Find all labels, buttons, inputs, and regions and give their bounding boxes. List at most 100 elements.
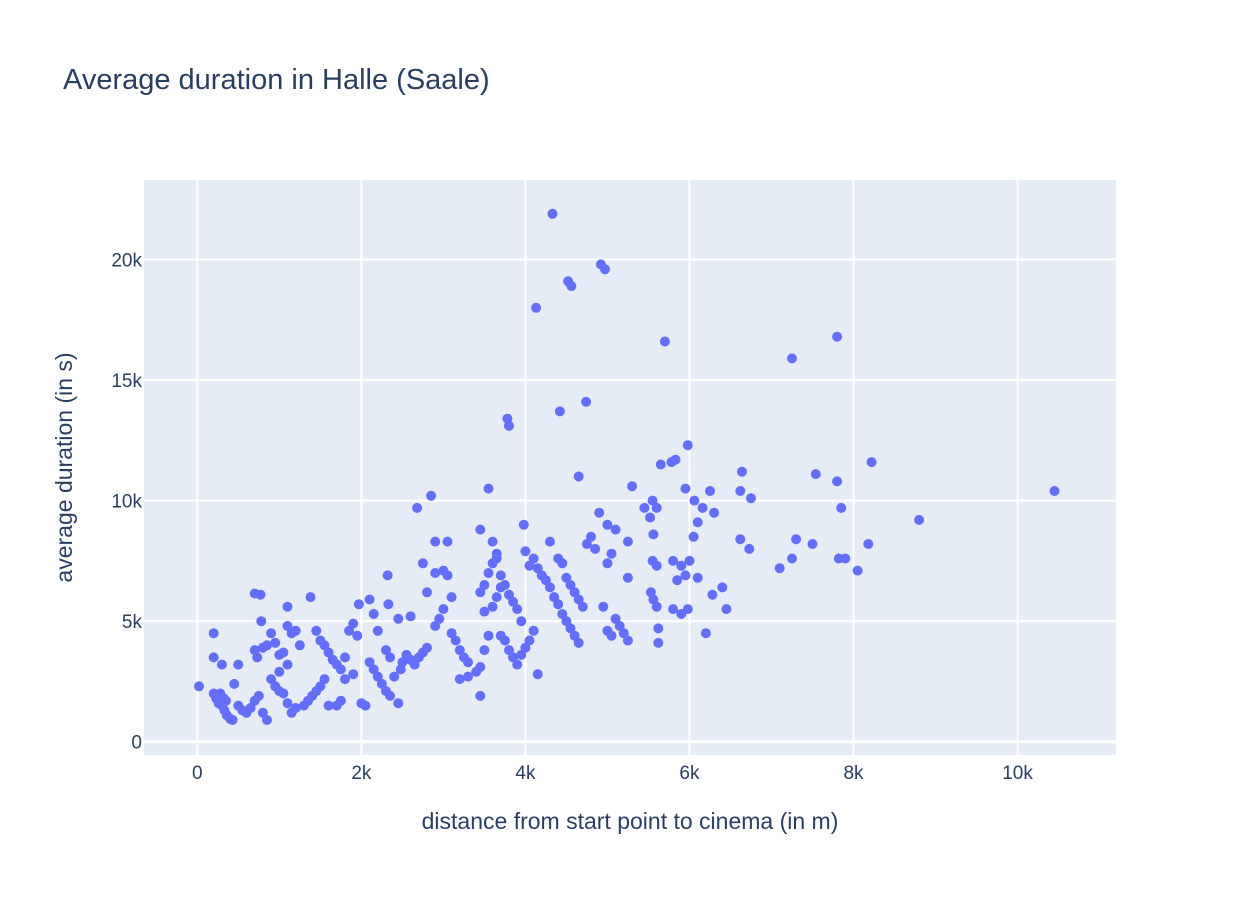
data-point bbox=[450, 635, 461, 646]
data-point bbox=[648, 529, 659, 540]
data-point bbox=[700, 628, 711, 639]
data-point bbox=[262, 640, 272, 651]
data-point bbox=[479, 645, 490, 656]
data-point bbox=[606, 548, 617, 559]
data-point bbox=[600, 264, 610, 275]
data-point bbox=[372, 671, 383, 682]
data-point bbox=[1049, 486, 1060, 496]
data-point bbox=[483, 568, 494, 578]
y-axis-ticks: 0 5k 10k 15k 20k bbox=[111, 251, 142, 754]
data-point bbox=[668, 604, 679, 615]
data-point bbox=[518, 519, 529, 530]
data-point bbox=[524, 635, 535, 646]
data-point bbox=[653, 637, 664, 648]
data-point bbox=[487, 601, 498, 612]
data-point bbox=[368, 609, 379, 619]
data-point bbox=[610, 524, 621, 535]
data-point bbox=[323, 647, 334, 658]
data-point bbox=[573, 637, 584, 648]
data-point bbox=[463, 657, 473, 668]
data-point bbox=[352, 630, 363, 641]
data-point bbox=[852, 565, 863, 576]
data-point bbox=[639, 502, 650, 513]
data-point bbox=[791, 534, 802, 545]
data-point bbox=[290, 625, 301, 636]
data-point bbox=[672, 575, 683, 586]
data-point bbox=[689, 495, 700, 506]
data-point bbox=[554, 406, 565, 417]
y-tick-label: 0 bbox=[131, 733, 142, 754]
data-point bbox=[836, 502, 847, 513]
data-point bbox=[499, 635, 510, 646]
data-point bbox=[282, 698, 293, 709]
data-point bbox=[430, 536, 441, 547]
data-point bbox=[372, 625, 383, 636]
x-tick-label: 6k bbox=[679, 763, 700, 784]
data-point bbox=[512, 604, 523, 615]
data-point bbox=[194, 681, 204, 692]
data-point bbox=[491, 592, 502, 603]
data-point bbox=[735, 486, 746, 496]
data-point bbox=[208, 628, 219, 639]
data-point bbox=[606, 630, 617, 641]
data-point bbox=[290, 703, 301, 713]
data-point bbox=[622, 536, 633, 547]
x-tick-label: 4k bbox=[515, 763, 536, 784]
data-point bbox=[463, 671, 473, 682]
data-point bbox=[863, 539, 874, 549]
data-point bbox=[565, 580, 576, 590]
data-point bbox=[252, 652, 263, 663]
data-point bbox=[479, 606, 490, 617]
data-point bbox=[412, 502, 423, 513]
data-point bbox=[602, 519, 613, 530]
data-point bbox=[335, 664, 346, 675]
data-point bbox=[692, 517, 703, 528]
x-axis-ticks: 0 2k 4k 6k 8k 10k bbox=[192, 763, 1033, 784]
data-point bbox=[774, 563, 785, 574]
data-point bbox=[475, 587, 486, 598]
data-point bbox=[651, 560, 662, 571]
data-point bbox=[256, 616, 267, 627]
data-point bbox=[454, 674, 465, 685]
data-point bbox=[266, 628, 277, 639]
data-point bbox=[810, 469, 821, 480]
plot-area bbox=[144, 180, 1116, 755]
x-axis-title: distance from start point to cinema (in … bbox=[422, 808, 839, 834]
data-point bbox=[516, 616, 527, 627]
data-point bbox=[253, 690, 264, 701]
data-point bbox=[446, 592, 457, 603]
data-point bbox=[340, 652, 350, 663]
data-point bbox=[553, 599, 564, 610]
data-point bbox=[520, 546, 531, 557]
data-point bbox=[528, 625, 539, 636]
data-point bbox=[397, 657, 408, 668]
data-point bbox=[581, 396, 592, 407]
chart-title: Average duration in Halle (Saale) bbox=[63, 64, 490, 96]
y-tick-label: 5k bbox=[122, 612, 143, 633]
data-point bbox=[233, 659, 244, 670]
x-tick-label: 0 bbox=[192, 763, 203, 784]
data-point bbox=[744, 543, 755, 554]
data-point bbox=[590, 543, 601, 554]
data-point bbox=[274, 666, 285, 677]
data-point bbox=[475, 662, 486, 672]
data-point bbox=[483, 483, 494, 494]
data-point bbox=[270, 637, 281, 648]
data-point bbox=[705, 486, 715, 496]
data-point bbox=[430, 568, 441, 578]
data-point bbox=[319, 674, 330, 685]
data-point bbox=[383, 599, 394, 610]
data-point bbox=[832, 331, 843, 342]
data-point bbox=[528, 553, 539, 564]
data-point bbox=[491, 548, 502, 559]
data-point bbox=[840, 553, 851, 564]
data-point bbox=[707, 589, 718, 600]
data-point bbox=[348, 669, 359, 680]
data-point bbox=[531, 302, 542, 313]
data-point bbox=[479, 580, 490, 590]
data-point bbox=[294, 640, 305, 651]
data-point bbox=[709, 507, 720, 518]
data-point bbox=[495, 570, 506, 581]
data-point bbox=[688, 531, 699, 542]
data-point bbox=[282, 659, 293, 670]
